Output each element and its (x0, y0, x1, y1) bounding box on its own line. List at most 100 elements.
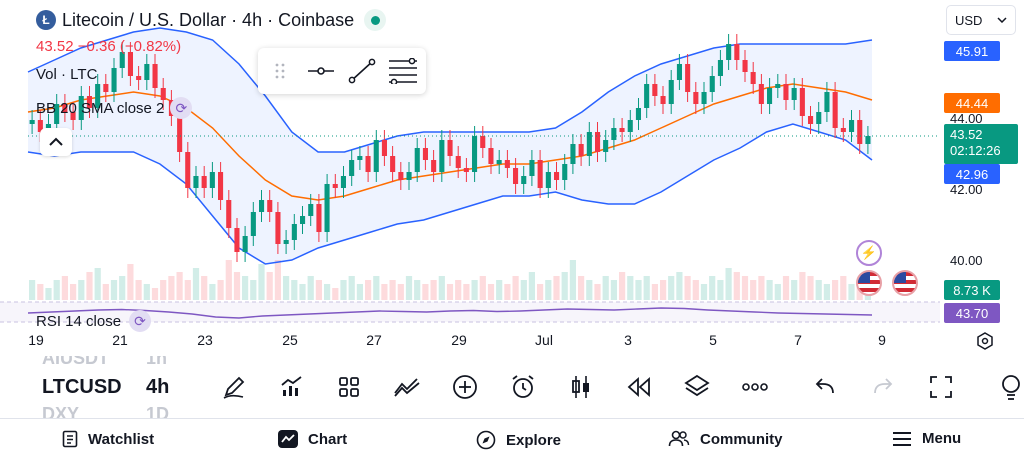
layers-icon[interactable] (680, 370, 714, 404)
volume-bar (53, 280, 60, 300)
symbol-current[interactable]: LTCUSD (42, 376, 122, 398)
candle-body (783, 84, 789, 100)
drag-handle-icon[interactable] (266, 56, 295, 86)
redo-icon[interactable] (866, 370, 900, 404)
nav-menu[interactable]: Menu (892, 430, 961, 447)
candle-body (373, 140, 379, 172)
candle-body (791, 88, 797, 100)
volume-bar (242, 276, 249, 300)
nav-chart[interactable]: Chart (278, 430, 347, 448)
candle-body (676, 64, 682, 80)
replay-icon[interactable] (622, 370, 656, 404)
volume-bar (455, 280, 462, 300)
candle-body (127, 52, 133, 76)
candle-body (152, 64, 158, 88)
current-price-tag: 43.52 02:12:26 (944, 124, 1018, 164)
time-label: 21 (112, 332, 128, 348)
us-flag-event-icon[interactable] (892, 270, 918, 296)
candle-body (709, 76, 715, 92)
interval-prev[interactable]: 1h (146, 356, 168, 368)
interval-next[interactable]: 1D (146, 404, 170, 418)
volume-bar (602, 276, 609, 300)
time-axis[interactable]: 19 21 23 25 27 29 Jul 3 5 7 9 (0, 330, 1024, 354)
candle-body (537, 160, 543, 188)
symbol-next[interactable]: DXY (42, 404, 80, 418)
volume-bar (750, 280, 757, 300)
nav-community[interactable]: Community (668, 430, 783, 448)
rsi-band (0, 302, 940, 322)
volume-bar (397, 284, 404, 300)
alert-icon[interactable] (506, 370, 540, 404)
volume-bar (627, 276, 634, 300)
nav-watchlist[interactable]: Watchlist (62, 430, 154, 448)
templates-icon[interactable] (332, 370, 366, 404)
candle-body (119, 52, 125, 68)
pencil-icon[interactable] (217, 370, 251, 404)
fib-retracement-icon[interactable] (388, 56, 418, 86)
chart-toolbar: AIUSDT 1h LTCUSD 4h DXY 1D (0, 356, 1024, 418)
candle-body (726, 44, 732, 60)
symbol-switcher[interactable]: AIUSDT 1h LTCUSD 4h DXY 1D (42, 356, 192, 418)
candle-body (603, 140, 609, 152)
time-label: 19 (28, 332, 44, 348)
horizontal-line-icon[interactable] (307, 56, 336, 86)
candle-body (316, 204, 322, 232)
currency-value: USD (955, 12, 983, 28)
bollinger-legend[interactable]: BB 20 SMA close 2 ⟳ (36, 97, 193, 119)
lightning-event-icon[interactable]: ⚡ (856, 240, 882, 266)
watchlist-icon (62, 430, 78, 448)
bb-upper-tag: 45.91 (944, 41, 1000, 61)
nav-chart-label: Chart (308, 430, 348, 448)
indicators-icon[interactable] (275, 370, 309, 404)
volume-bar (487, 284, 495, 300)
collapse-legend-button[interactable] (40, 128, 72, 156)
add-icon[interactable] (448, 370, 482, 404)
candle-body (275, 212, 281, 244)
candle-body (422, 148, 428, 160)
trend-line-icon[interactable] (347, 56, 376, 86)
volume-bar (766, 280, 773, 300)
candle-body (808, 116, 814, 124)
candle-body (259, 200, 265, 212)
time-label: 29 (451, 332, 467, 348)
hexagon-settings-icon (977, 332, 993, 350)
volume-bar (635, 280, 642, 300)
candle-body (381, 140, 387, 156)
ideas-icon[interactable] (994, 370, 1024, 404)
nav-explore[interactable]: Explore (476, 430, 561, 450)
volume-bar (258, 264, 265, 300)
candle-body (742, 60, 748, 72)
candle-body (349, 160, 355, 176)
interval-current[interactable]: 4h (146, 376, 170, 398)
bollinger-label: BB 20 SMA close 2 (36, 99, 165, 117)
volume-bar (700, 284, 708, 300)
volume-bar (676, 272, 683, 300)
symbol-prev[interactable]: AIUSDT (42, 356, 109, 368)
chart-settings-button[interactable] (974, 330, 996, 352)
undo-icon[interactable] (808, 370, 842, 404)
rsi-legend[interactable]: RSI 14 close ⟳ (36, 310, 152, 332)
volume-bar (610, 280, 617, 300)
candle-body (504, 160, 510, 168)
candle-body (250, 212, 256, 236)
volume-bar (840, 276, 847, 300)
compare-icon[interactable] (390, 370, 424, 404)
time-label: 25 (282, 332, 298, 348)
more-icon[interactable] (738, 370, 772, 404)
time-label: 7 (794, 332, 802, 348)
candle-body (652, 84, 658, 96)
candle-body (775, 84, 781, 88)
candle-body (103, 84, 109, 92)
us-flag-event-icon[interactable] (856, 270, 882, 296)
volume-bar (225, 260, 232, 300)
candle-body (406, 172, 412, 180)
volume-legend[interactable]: Vol · LTC (36, 66, 98, 83)
fullscreen-icon[interactable] (924, 370, 958, 404)
price-chart[interactable] (0, 0, 1024, 330)
symbol-legend[interactable]: Ł Litecoin / U.S. Dollar · 4h · Coinbase (36, 9, 387, 31)
volume-bar (496, 280, 503, 300)
currency-select[interactable]: USD (946, 5, 1016, 35)
volume-bar (619, 272, 626, 300)
chart-type-icon[interactable] (564, 370, 598, 404)
chart-area[interactable]: Ł Litecoin / U.S. Dollar · 4h · Coinbase… (0, 0, 1024, 332)
